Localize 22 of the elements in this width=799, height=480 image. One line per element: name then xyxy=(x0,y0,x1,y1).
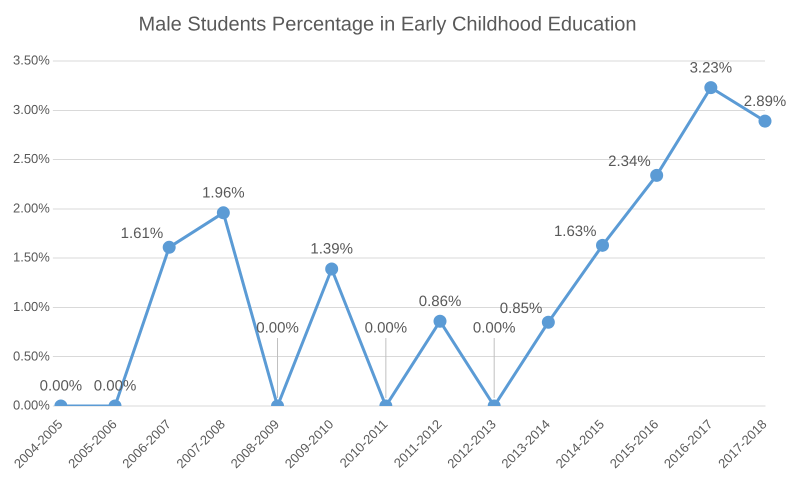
y-tick-label: 0.50% xyxy=(12,348,50,364)
y-tick-label: 1.00% xyxy=(12,299,50,314)
data-label: 1.96% xyxy=(202,184,245,202)
data-label: 1.39% xyxy=(310,240,353,258)
data-label: 0.00% xyxy=(472,320,516,337)
data-label: 2.89% xyxy=(744,92,786,110)
data-label: 0.85% xyxy=(500,300,542,317)
data-label: 0.00% xyxy=(40,378,82,395)
y-tick-label: 3.50% xyxy=(12,52,50,68)
data-label: 2.34% xyxy=(608,152,651,170)
y-tick-label: 0.00% xyxy=(12,398,50,413)
data-label: 1.61% xyxy=(120,224,164,242)
y-tick-label: 2.50% xyxy=(12,151,50,166)
data-label: 0.00% xyxy=(364,320,408,337)
y-tick-label: 2.00% xyxy=(12,200,50,216)
y-tick-label: 3.00% xyxy=(12,102,50,117)
data-label: 3.23% xyxy=(690,59,732,76)
chart-title: Male Students Percentage in Early Childhood Education xyxy=(138,14,637,36)
y-tick-label: 1.50% xyxy=(12,250,50,265)
data-label: 0.00% xyxy=(256,320,299,337)
data-label: 0.86% xyxy=(418,292,462,310)
data-label: 1.63% xyxy=(554,222,597,240)
